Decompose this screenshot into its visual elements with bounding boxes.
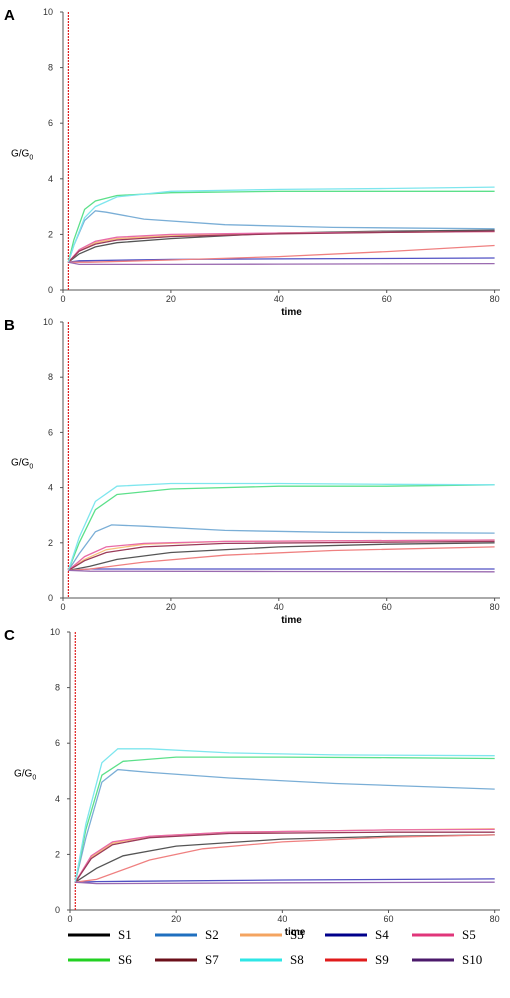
series-line-s8 xyxy=(67,186,495,263)
series-line-s5 xyxy=(74,828,495,883)
y-tick-label: 0 xyxy=(48,593,53,603)
x-axis-label: time xyxy=(281,615,302,626)
series-line-s10 xyxy=(68,261,495,266)
y-tick-label: 2 xyxy=(48,229,53,239)
legend-label-s6: S6 xyxy=(118,952,132,967)
legend-label-s5: S5 xyxy=(462,927,476,942)
x-tick-label: 20 xyxy=(166,294,176,304)
y-tick-label: 0 xyxy=(48,285,53,295)
x-axis-label: time xyxy=(281,307,302,318)
y-tick-label: 2 xyxy=(55,849,60,859)
legend-label-s7: S7 xyxy=(205,952,219,967)
panel-label: C xyxy=(4,627,15,644)
x-tick-label: 80 xyxy=(490,914,500,924)
x-tick-label: 0 xyxy=(67,914,72,924)
series-line-s5 xyxy=(67,230,495,263)
y-axis-label-subscript: 0 xyxy=(29,464,33,471)
series-line-s10 xyxy=(75,881,495,885)
series-line-s7 xyxy=(74,831,495,883)
legend-label-s1: S1 xyxy=(118,927,132,942)
y-axis-label: G/G0 xyxy=(11,149,33,162)
y-tick-label: 4 xyxy=(55,794,60,804)
y-tick-label: 6 xyxy=(48,118,53,128)
y-tick-label: 10 xyxy=(50,627,60,637)
y-tick-label: 10 xyxy=(43,7,53,17)
panel-label: A xyxy=(4,7,15,24)
x-tick-label: 80 xyxy=(490,294,500,304)
legend-label-s3: S3 xyxy=(290,927,304,942)
x-tick-label: 60 xyxy=(382,294,392,304)
series-line-s6 xyxy=(67,190,495,263)
x-tick-label: 60 xyxy=(384,914,394,924)
x-tick-label: 40 xyxy=(277,914,287,924)
x-tick-label: 0 xyxy=(60,602,65,612)
x-tick-label: 0 xyxy=(60,294,65,304)
legend-label-s9: S9 xyxy=(375,952,389,967)
chart-panel-b: B 0 2 4 6 8 10 0 20 40 60 80 time G/G0 xyxy=(4,317,500,626)
y-tick-label: 4 xyxy=(48,174,53,184)
chart-panel-a: A 0 2 4 6 8 10 0 20 40 60 80 time G/G0 xyxy=(4,7,500,318)
series-line-s4 xyxy=(68,568,495,572)
series-line-s1 xyxy=(68,542,495,572)
y-tick-label: 6 xyxy=(48,427,53,437)
series-line-s7 xyxy=(68,540,495,571)
x-tick-label: 20 xyxy=(171,914,181,924)
series-line-s8 xyxy=(67,482,495,571)
y-tick-label: 2 xyxy=(48,538,53,548)
y-axis-label: G/G0 xyxy=(14,769,36,782)
legend-label-s10: S10 xyxy=(462,952,482,967)
y-tick-label: 4 xyxy=(48,483,53,493)
y-tick-label: 10 xyxy=(43,317,53,327)
legend-label-s2: S2 xyxy=(205,927,219,942)
series-line-s9 xyxy=(68,546,495,572)
series-line-s1 xyxy=(74,834,495,883)
x-tick-label: 60 xyxy=(382,602,392,612)
series-line-s7 xyxy=(67,230,495,263)
series-line-s2 xyxy=(74,768,495,883)
y-tick-label: 8 xyxy=(48,372,53,382)
series-line-s9 xyxy=(68,244,495,263)
x-tick-label: 40 xyxy=(274,294,284,304)
x-tick-label: 20 xyxy=(166,602,176,612)
x-tick-label: 80 xyxy=(490,602,500,612)
chart-panel-c: C 0 2 4 6 8 10 0 20 40 60 80 time G/G0 xyxy=(4,627,500,938)
x-axis-label: time xyxy=(285,927,306,938)
legend: S1 S2 S3 S4 S5 S6 S7 S8 S9 S10 xyxy=(68,927,482,967)
series-line-s10 xyxy=(68,569,495,573)
series-line-s9 xyxy=(75,834,495,883)
series-line-s6 xyxy=(74,756,495,883)
x-tick-label: 40 xyxy=(274,602,284,612)
series-line-s5 xyxy=(67,539,495,571)
series-line-s6 xyxy=(67,484,495,571)
series-line-s4 xyxy=(75,878,495,883)
series-line-s8 xyxy=(74,748,495,883)
y-axis-label-subscript: 0 xyxy=(29,155,33,162)
y-tick-label: 8 xyxy=(48,63,53,73)
series-line-s2 xyxy=(67,524,495,571)
legend-label-s4: S4 xyxy=(375,927,389,942)
y-axis-label: G/G0 xyxy=(11,458,33,471)
y-tick-label: 0 xyxy=(55,905,60,915)
y-tick-label: 6 xyxy=(55,738,60,748)
panel-label: B xyxy=(4,317,15,334)
legend-label-s8: S8 xyxy=(290,952,304,967)
y-axis-label-subscript: 0 xyxy=(32,775,36,782)
y-tick-label: 8 xyxy=(55,683,60,693)
series-line-s1 xyxy=(68,229,495,263)
